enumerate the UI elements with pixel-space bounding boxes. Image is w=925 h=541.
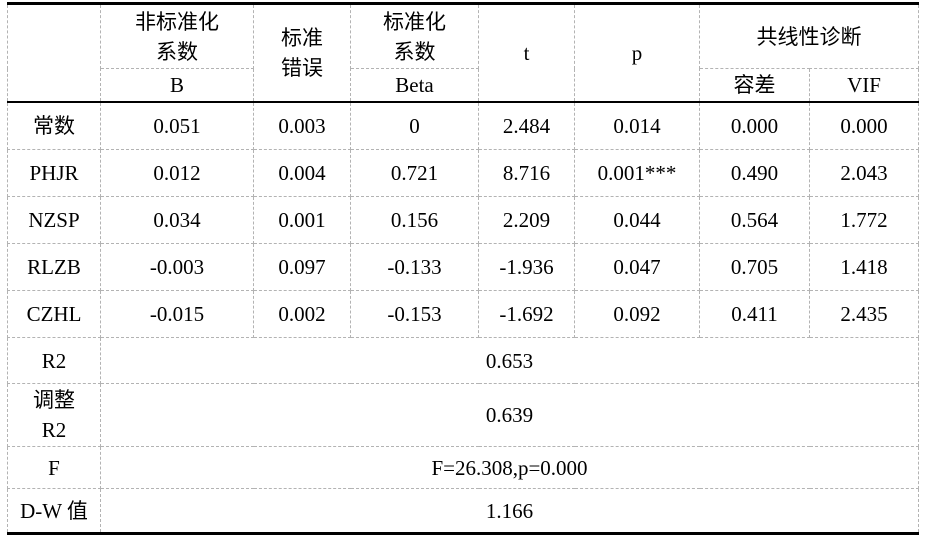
cell-t: -1.692 <box>478 290 575 338</box>
cell-p: 0.001*** <box>574 149 700 197</box>
table-row-constant: 常数 0.051 0.003 0 2.484 0.014 0.000 0.000 <box>7 100 919 150</box>
summary-row-r2: R2 0.653 <box>7 337 919 384</box>
header-b: B <box>100 68 254 102</box>
summary-value: F=26.308,p=0.000 <box>100 446 919 489</box>
cell-p: 0.047 <box>574 243 700 291</box>
cell-b: 0.012 <box>100 149 254 197</box>
row-label: RLZB <box>7 243 101 291</box>
cell-tolerance: 0.490 <box>699 149 810 197</box>
cell-tolerance: 0.411 <box>699 290 810 338</box>
cell-vif: 0.000 <box>809 100 919 150</box>
header-p: p <box>574 3 700 102</box>
cell-t: -1.936 <box>478 243 575 291</box>
cell-beta: -0.153 <box>350 290 479 338</box>
summary-label: R2 <box>7 337 101 384</box>
row-label: 常数 <box>7 100 101 150</box>
cell-beta: 0.721 <box>350 149 479 197</box>
cell-t: 2.209 <box>478 196 575 244</box>
cell-beta: 0 <box>350 100 479 150</box>
cell-std-error: 0.097 <box>253 243 351 291</box>
cell-b: 0.051 <box>100 100 254 150</box>
header-beta: Beta <box>350 68 479 102</box>
regression-results-table: 非标准化 系数 标准 错误 标准化 系数 t p 共线性诊断 B Beta 容差… <box>7 2 919 535</box>
row-label: PHJR <box>7 149 101 197</box>
cell-vif: 2.043 <box>809 149 919 197</box>
cell-std-error: 0.004 <box>253 149 351 197</box>
header-tolerance: 容差 <box>699 68 810 102</box>
table-row-rlzb: RLZB -0.003 0.097 -0.133 -1.936 0.047 0.… <box>7 243 919 291</box>
cell-b: 0.034 <box>100 196 254 244</box>
header-std-error: 标准 错误 <box>253 3 351 102</box>
header-vif: VIF <box>809 68 919 102</box>
summary-row-adjusted-r2: 调整 R2 0.639 <box>7 383 919 447</box>
cell-t: 2.484 <box>478 100 575 150</box>
corner-cell <box>7 3 101 102</box>
header-unstandardized-coef: 非标准化 系数 <box>100 3 254 69</box>
cell-beta: 0.156 <box>350 196 479 244</box>
row-label: NZSP <box>7 196 101 244</box>
summary-value: 1.166 <box>100 488 919 534</box>
cell-p: 0.044 <box>574 196 700 244</box>
summary-label: F <box>7 446 101 489</box>
cell-p: 0.092 <box>574 290 700 338</box>
cell-vif: 2.435 <box>809 290 919 338</box>
table-row-phjr: PHJR 0.012 0.004 0.721 8.716 0.001*** 0.… <box>7 149 919 197</box>
cell-b: -0.015 <box>100 290 254 338</box>
summary-row-f: F F=26.308,p=0.000 <box>7 446 919 489</box>
cell-tolerance: 0.000 <box>699 100 810 150</box>
cell-p: 0.014 <box>574 100 700 150</box>
header-standardized-coef: 标准化 系数 <box>350 3 479 69</box>
header-t: t <box>478 3 575 102</box>
header-row-groups: 非标准化 系数 标准 错误 标准化 系数 t p 共线性诊断 <box>7 3 919 102</box>
cell-tolerance: 0.705 <box>699 243 810 291</box>
header-row-sub: B Beta 容差 VIF <box>8 68 919 102</box>
cell-std-error: 0.001 <box>253 196 351 244</box>
cell-vif: 1.772 <box>809 196 919 244</box>
cell-tolerance: 0.564 <box>699 196 810 244</box>
summary-row-dw: D-W 值 1.166 <box>7 488 919 534</box>
table-row-czhl: CZHL -0.015 0.002 -0.153 -1.692 0.092 0.… <box>7 290 919 338</box>
summary-value: 0.653 <box>100 337 919 384</box>
cell-std-error: 0.003 <box>253 100 351 150</box>
summary-value: 0.639 <box>100 383 919 447</box>
cell-vif: 1.418 <box>809 243 919 291</box>
cell-t: 8.716 <box>478 149 575 197</box>
summary-label: D-W 值 <box>7 488 101 534</box>
cell-b: -0.003 <box>100 243 254 291</box>
header-collinearity-diagnostics: 共线性诊断 <box>699 3 919 69</box>
cell-beta: -0.133 <box>350 243 479 291</box>
table-row-nzsp: NZSP 0.034 0.001 0.156 2.209 0.044 0.564… <box>7 196 919 244</box>
summary-label: 调整 R2 <box>7 383 101 447</box>
row-label: CZHL <box>7 290 101 338</box>
cell-std-error: 0.002 <box>253 290 351 338</box>
